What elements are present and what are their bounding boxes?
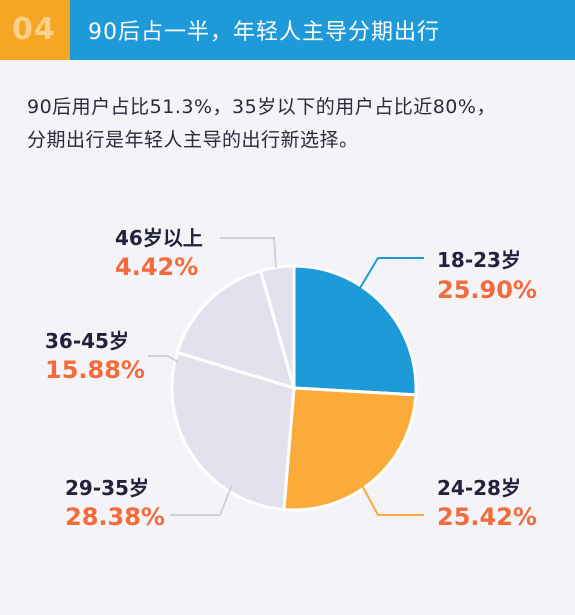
slice-percent-24-28: 25.42% [437, 503, 537, 531]
slice-label-29-35: 29-35岁 [65, 476, 149, 500]
pie-slice-24-28 [282, 386, 418, 512]
slice-percent-18-23: 25.90% [437, 276, 537, 304]
section-banner: 04 90后占一半，年轻人主导分期出行 [0, 0, 575, 60]
slice-percent-36-45: 15.88% [45, 356, 145, 384]
pie-slice-46-plus [258, 264, 296, 389]
leader-line-29-35 [170, 484, 233, 516]
slice-label-24-28: 24-28岁 [437, 476, 521, 500]
leader-line-36-45 [148, 355, 179, 363]
leader-line-46-plus [220, 237, 277, 269]
pie-slice-18-23 [292, 264, 418, 397]
slice-percent-46-plus: 4.42% [115, 253, 199, 281]
section-number: 04 [12, 12, 56, 47]
leader-line-24-28 [357, 477, 424, 516]
pie-slice-29-35 [170, 350, 296, 512]
slice-label-46-plus: 46岁以上 [115, 226, 203, 250]
slice-label-18-23: 18-23岁 [437, 248, 521, 272]
section-number-badge: 04 [0, 0, 70, 60]
pie-slice-36-45 [175, 268, 297, 391]
intro-text-line-2: 分期出行是年轻人主导的出行新选择。 [27, 129, 359, 151]
slice-label-36-45: 36-45岁 [45, 329, 129, 353]
leader-line-18-23 [359, 257, 424, 289]
section-title: 90后占一半，年轻人主导分期出行 [88, 20, 440, 45]
slice-percent-29-35: 28.38% [65, 503, 165, 531]
intro-text-line-1: 90后用户占比51.3%，35岁以下的用户占比近80%， [27, 96, 496, 118]
